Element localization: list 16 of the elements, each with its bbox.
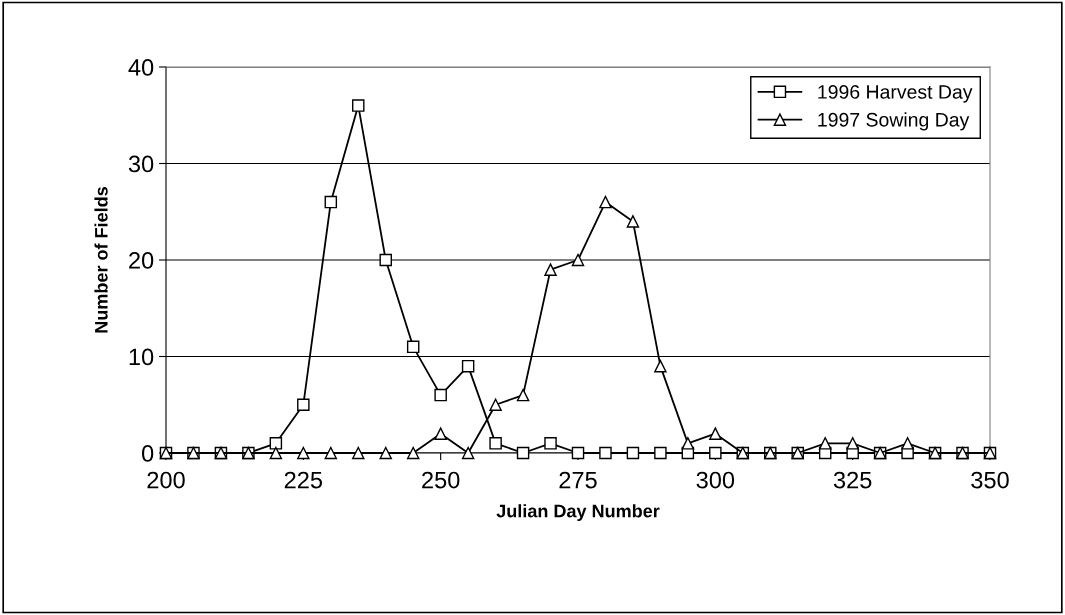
x-tick-label: 275 (559, 471, 597, 489)
y-tick-label: 0 (141, 445, 154, 462)
legend-label: 1997 Sowing Day (818, 112, 970, 131)
x-tick-label: 250 (422, 471, 460, 489)
x-tick-label: 300 (696, 471, 735, 489)
y-tick-label: 30 (128, 155, 154, 173)
y-axis-title: Number of Fields (94, 187, 108, 333)
x-axis-title: Julian Day Number (496, 504, 660, 522)
x-tick-label: 200 (147, 471, 185, 489)
x-tick-label: 350 (971, 471, 1009, 489)
y-tick-label: 10 (129, 348, 154, 366)
y-tick-label: 20 (129, 252, 154, 269)
x-tick-label: 225 (284, 471, 323, 489)
legend-label: 1996 Harvest Day (818, 85, 973, 103)
y-tick-label: 40 (128, 59, 154, 76)
x-tick-label: 325 (833, 471, 872, 489)
